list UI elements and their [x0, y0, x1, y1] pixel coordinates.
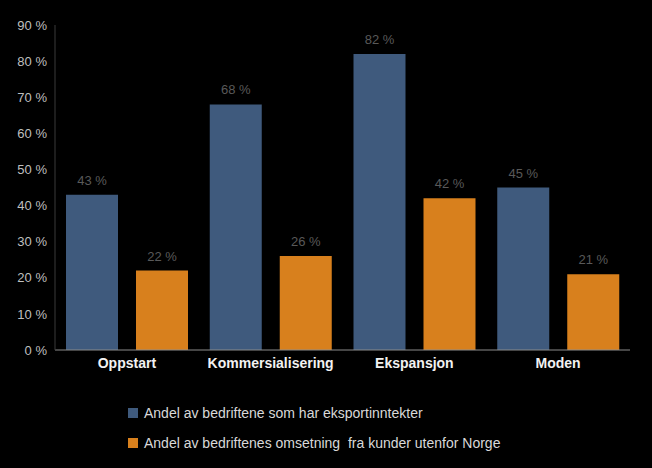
svg-text:Kommersialisering: Kommersialisering	[208, 355, 334, 371]
svg-text:42 %: 42 %	[435, 176, 465, 191]
svg-text:68 %: 68 %	[221, 82, 251, 97]
svg-text:45 %: 45 %	[508, 166, 538, 181]
svg-text:Oppstart: Oppstart	[98, 355, 157, 371]
svg-text:50 %: 50 %	[17, 162, 47, 177]
html-text:Andel av bedriftenes omsetning: Andel av bedriftenes omsetning fra kunde…	[144, 435, 501, 451]
svg-text:82 %: 82 %	[365, 32, 395, 47]
svg-text:43 %: 43 %	[77, 173, 107, 188]
svg-text:80 %: 80 %	[17, 54, 47, 69]
svg-text:70 %: 70 %	[17, 90, 47, 105]
svg-text:10 %: 10 %	[17, 307, 47, 322]
svg-text:26 %: 26 %	[291, 234, 321, 249]
svg-text:40 %: 40 %	[17, 198, 47, 213]
svg-text:60 %: 60 %	[17, 126, 47, 141]
svg-text:30 %: 30 %	[17, 234, 47, 249]
svg-text:22 %: 22 %	[147, 249, 177, 264]
svg-text:Ekspansjon: Ekspansjon	[375, 355, 454, 371]
html-text:Andel av bedriftene som har ek: Andel av bedriftene som har eksportinnte…	[144, 405, 423, 421]
svg-text:0 %: 0 %	[25, 343, 48, 358]
svg-text:90 %: 90 %	[17, 18, 47, 33]
svg-text:21 %: 21 %	[578, 252, 608, 267]
svg-text:20 %: 20 %	[17, 270, 47, 285]
svg-text:Moden: Moden	[536, 355, 581, 371]
